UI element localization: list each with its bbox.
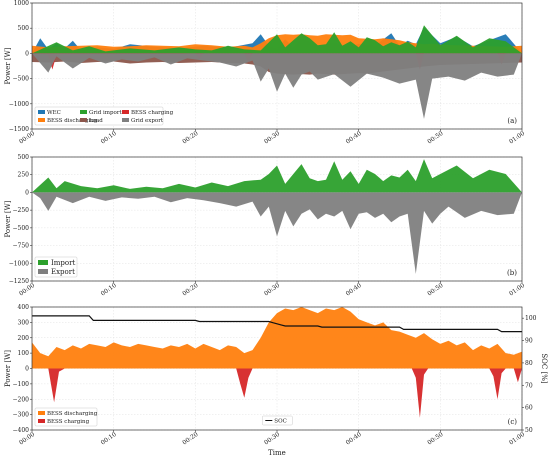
y-axis-label: Power [W] — [4, 47, 12, 84]
y2-tick-label: 60 — [525, 405, 533, 412]
series-area-export — [32, 192, 522, 274]
y-tick-label: 500 — [18, 154, 30, 161]
legend-box — [34, 106, 164, 126]
x-tick-label: 00:20 — [181, 130, 199, 146]
legend-label: BESS charging — [47, 419, 90, 425]
y-tick-label: 250 — [18, 172, 30, 179]
y2-tick-label: 80 — [525, 360, 533, 367]
y2-tick-label: 50 — [525, 427, 533, 434]
x-tick-label: 01:00 — [508, 431, 526, 447]
panel-label: (c) — [508, 418, 518, 426]
y-tick-label: 200 — [18, 335, 30, 342]
y-tick-label: −1000 — [9, 101, 29, 108]
legend-swatch — [38, 110, 45, 114]
legend-label: Grid import — [89, 110, 122, 116]
series-line-soc — [32, 315, 522, 333]
legend-swatch — [122, 118, 129, 122]
legend-label: SOC — [274, 419, 287, 425]
y-tick-label: 0 — [25, 366, 29, 373]
x-axis-label: Time — [268, 449, 286, 457]
legend-label: Export — [51, 268, 75, 276]
y-tick-label: −750 — [13, 243, 30, 250]
y-tick-label: −300 — [13, 412, 30, 419]
legend-box-soc — [262, 415, 293, 426]
series-area-bess-discharging — [32, 307, 522, 369]
legend-label: BESS charging — [131, 110, 174, 116]
y-tick-label: 300 — [18, 319, 30, 326]
legend-swatch — [38, 419, 45, 423]
y-tick-label: 100 — [18, 350, 30, 357]
y-tick-label: −250 — [13, 207, 30, 214]
panel-label: (a) — [507, 117, 517, 125]
x-tick-label: 00:30 — [263, 282, 281, 298]
x-tick-label: 00:40 — [345, 130, 363, 146]
series-area-grid-export — [32, 53, 522, 119]
y2-axis-label: SOC [%] — [540, 353, 548, 383]
y-tick-label: 0 — [25, 189, 29, 196]
y-axis-label: Power [W] — [4, 350, 12, 387]
x-tick-label: 00:50 — [426, 431, 444, 447]
y-tick-label: −500 — [13, 225, 30, 232]
y-tick-label: −1500 — [9, 126, 29, 133]
y-tick-label: −100 — [13, 381, 30, 388]
legend-swatch — [38, 411, 45, 415]
legend-label: WEC — [47, 110, 61, 116]
legend-label: Import — [51, 259, 75, 267]
legend-swatch — [38, 260, 48, 265]
legend-box — [34, 407, 98, 427]
x-tick-label: 00:10 — [100, 431, 118, 447]
x-tick-label: 01:00 — [508, 282, 526, 298]
legend-swatch — [122, 110, 129, 114]
plot-area — [32, 25, 522, 119]
legend-swatch — [38, 118, 45, 122]
legend-label: Load — [89, 118, 103, 124]
legend-label: BESS discharging — [47, 411, 98, 417]
y-tick-label: 400 — [18, 304, 30, 311]
y-tick-label: −1000 — [9, 260, 29, 267]
x-tick-label: 00:40 — [345, 282, 363, 298]
series-area-grid-import — [32, 25, 522, 54]
y-tick-label: −400 — [13, 427, 30, 434]
x-tick-label: 00:10 — [100, 130, 118, 146]
legend-swatch — [38, 269, 48, 274]
plot-area — [32, 159, 522, 274]
y-tick-label: −1250 — [9, 278, 29, 285]
x-tick-label: 00:20 — [181, 282, 199, 298]
x-tick-label: 00:30 — [263, 130, 281, 146]
y-tick-label: −500 — [13, 76, 30, 83]
legend-swatch — [80, 110, 87, 114]
legend-swatch — [80, 118, 87, 122]
y-tick-label: 1000 — [14, 0, 29, 7]
legend: BESS discharging BESS charging SOC — [34, 407, 293, 427]
series-area-import — [32, 159, 522, 193]
x-tick-label: 00:50 — [426, 282, 444, 298]
y2-tick-label: 70 — [525, 382, 533, 389]
legend: WEC BESS discharging Grid import Load BESS c… — [34, 106, 174, 126]
x-tick-label: 00:30 — [263, 431, 281, 447]
x-tick-label: 00:20 — [181, 431, 199, 447]
x-tick-label: 00:10 — [100, 282, 118, 298]
y-tick-label: −200 — [13, 396, 30, 403]
y2-tick-label: 90 — [525, 338, 533, 345]
y2-tick-label: 100 — [525, 315, 537, 322]
y-axis-label: Power [W] — [4, 200, 12, 237]
y-tick-label: 0 — [25, 50, 29, 57]
panel-label: (b) — [507, 269, 517, 277]
x-tick-label: 01:00 — [508, 130, 526, 146]
x-tick-label: 00:50 — [426, 130, 444, 146]
legend-label: BESS discharging — [47, 118, 98, 124]
y-tick-label: 500 — [18, 25, 30, 32]
panel-c: −400 −300 −200 −100 0 100 200 300 400 50 60 70 80 90 1… — [4, 304, 548, 457]
legend-label: Grid export — [131, 118, 164, 124]
plot-area — [32, 307, 522, 418]
x-tick-label: 00:40 — [345, 431, 363, 447]
